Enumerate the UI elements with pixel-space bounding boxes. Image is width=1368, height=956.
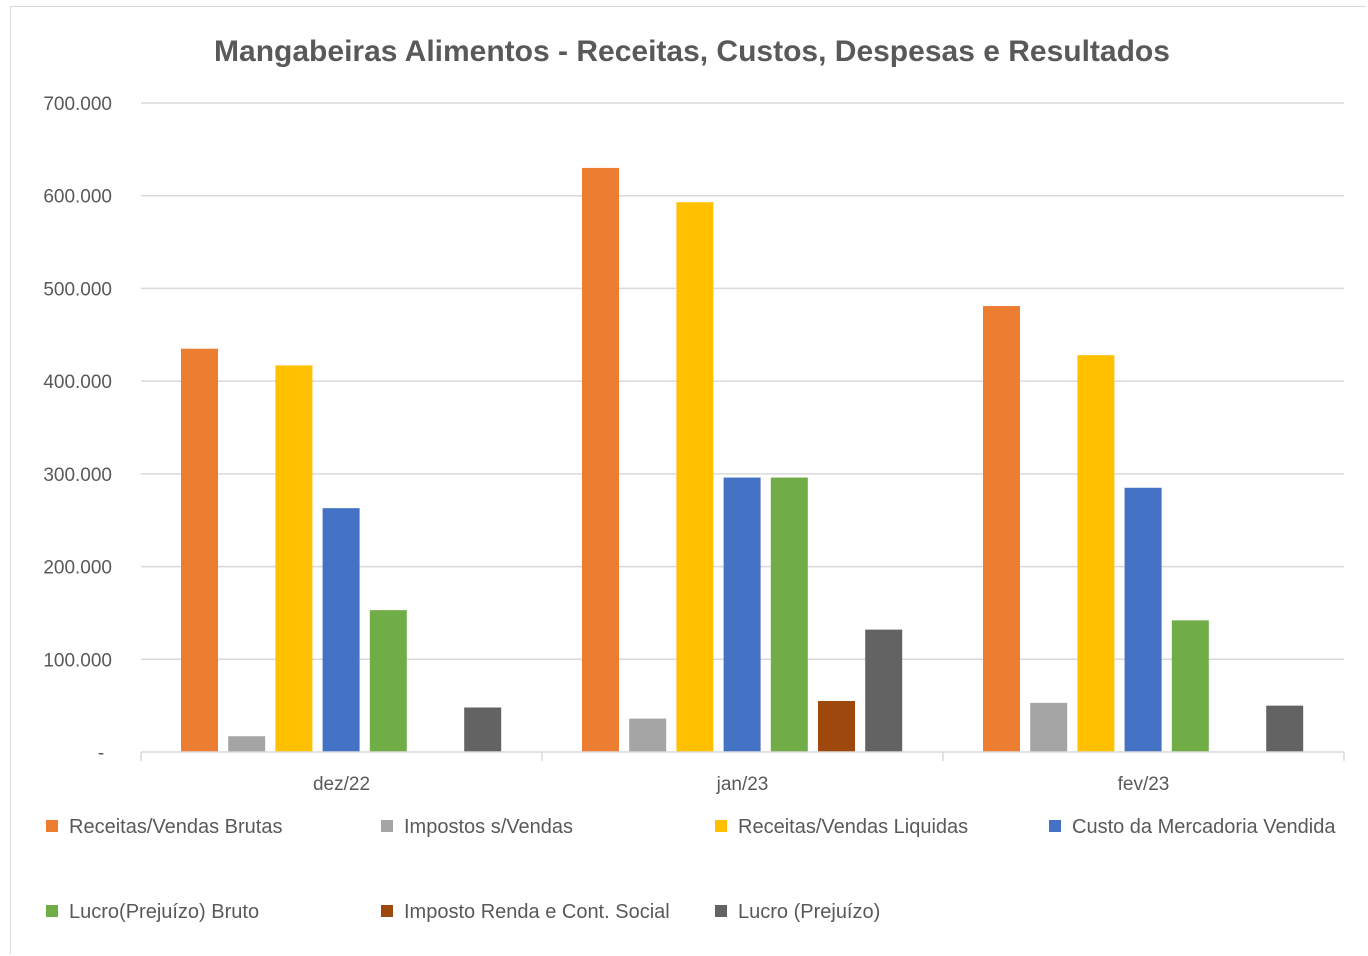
y-tick-label-1: 100.000 bbox=[43, 650, 112, 671]
bar-0-0 bbox=[181, 348, 218, 752]
legend-label-3: Custo da Mercadoria Vendida bbox=[1072, 816, 1336, 838]
bar-2-4 bbox=[1171, 620, 1209, 752]
y-axis-tick-labels: - 100.000 200.000 300.000 400.000 500.000 600.… bbox=[43, 94, 112, 764]
bar-0-1 bbox=[228, 736, 266, 752]
bar-0-2 bbox=[275, 365, 313, 752]
y-tick-label-7: 700.000 bbox=[43, 94, 112, 115]
bar-2-6 bbox=[1266, 705, 1304, 752]
legend-label-2: Receitas/Vendas Liquidas bbox=[738, 816, 968, 838]
x-category-label-0: dez/22 bbox=[313, 774, 370, 795]
bar-2-2 bbox=[1077, 355, 1115, 752]
y-tick-label-5: 500.000 bbox=[43, 279, 112, 300]
y-tick-label-3: 300.000 bbox=[43, 465, 112, 486]
legend-label-4: Lucro(Prejuízo) Bruto bbox=[69, 901, 259, 923]
legend-label-6: Lucro (Prejuízo) bbox=[738, 901, 880, 923]
legend-swatch-5 bbox=[381, 905, 393, 917]
x-axis bbox=[140, 751, 1345, 761]
legend-swatch-1 bbox=[381, 820, 393, 832]
legend: Receitas/Vendas Brutas Impostos s/Vendas R… bbox=[46, 816, 1336, 923]
legend-swatch-3 bbox=[1049, 820, 1061, 832]
x-category-label-2: fev/23 bbox=[1118, 774, 1170, 795]
legend-swatch-0 bbox=[46, 820, 58, 832]
bar-2-1 bbox=[1030, 702, 1068, 752]
legend-label-5: Imposto Renda e Cont. Social bbox=[404, 901, 670, 923]
x-category-label-1: jan/23 bbox=[716, 774, 769, 795]
bar-2-0 bbox=[983, 306, 1020, 752]
bar-1-1 bbox=[629, 718, 667, 752]
y-tick-label-0: - bbox=[98, 743, 104, 764]
legend-swatch-4 bbox=[46, 905, 58, 917]
y-tick-label-2: 200.000 bbox=[43, 558, 112, 579]
legend-swatch-6 bbox=[715, 905, 727, 917]
x-axis-category-labels: dez/22 jan/23 fev/23 bbox=[313, 774, 1169, 795]
bar-0-4 bbox=[369, 610, 407, 752]
y-tick-label-4: 400.000 bbox=[43, 372, 112, 393]
bar-1-0 bbox=[582, 167, 619, 752]
bars bbox=[181, 167, 1304, 752]
chart-title: Mangabeiras Alimentos - Receitas, Custos… bbox=[214, 35, 1170, 68]
y-tick-label-6: 600.000 bbox=[43, 187, 112, 208]
bar-1-5 bbox=[818, 701, 855, 752]
legend-label-0: Receitas/Vendas Brutas bbox=[69, 816, 282, 838]
bar-2-3 bbox=[1124, 487, 1162, 752]
bar-1-2 bbox=[676, 202, 714, 752]
bar-0-3 bbox=[322, 508, 360, 752]
chart-frame bbox=[10, 6, 1366, 954]
legend-label-1: Impostos s/Vendas bbox=[404, 816, 573, 838]
bar-1-4 bbox=[770, 477, 808, 752]
bar-1-6 bbox=[865, 629, 903, 752]
legend-swatch-2 bbox=[715, 820, 727, 832]
bar-0-6 bbox=[464, 707, 502, 752]
bar-1-3 bbox=[723, 477, 761, 752]
